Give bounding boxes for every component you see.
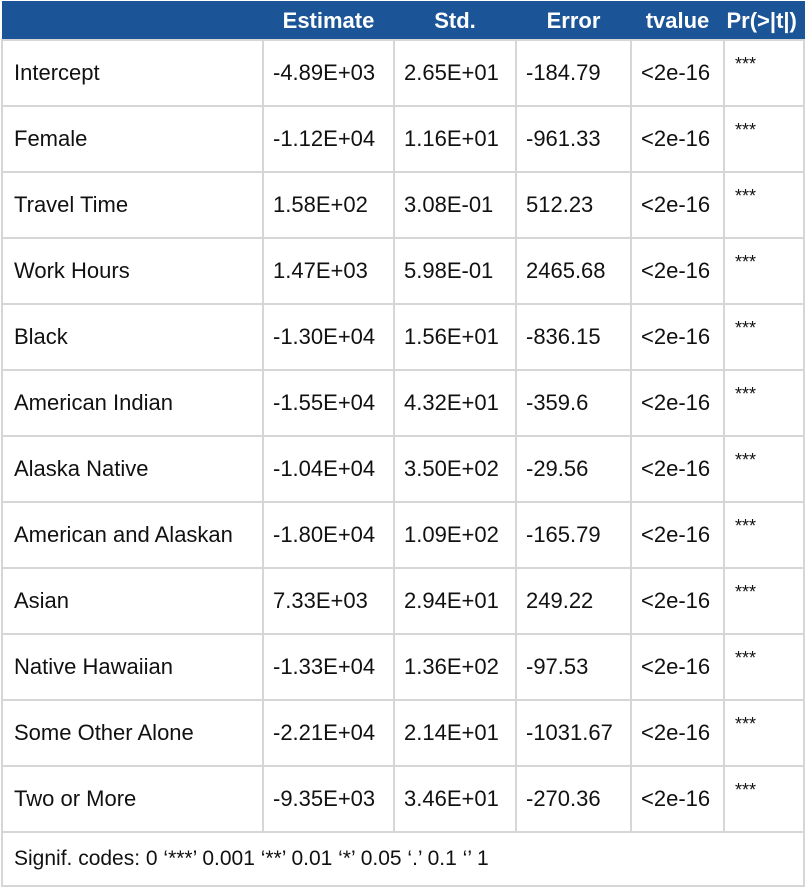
tvalue-cell: <2e-16	[630, 699, 725, 767]
error-cell: -836.15	[515, 303, 632, 371]
significance-cell: ***	[723, 171, 805, 239]
error-cell: -961.33	[515, 105, 632, 173]
estimate-cell: 1.47E+03	[262, 237, 395, 305]
estimate-cell: -1.04E+04	[262, 435, 395, 503]
estimate-cell: -1.80E+04	[262, 501, 395, 569]
variable-name: Travel Time	[1, 171, 264, 239]
significance-cell: ***	[723, 369, 805, 437]
table-row: Female -1.12E+04 1.16E+01 -961.33 <2e-16…	[1, 105, 805, 173]
error-cell: -359.6	[515, 369, 632, 437]
tvalue-cell: <2e-16	[630, 303, 725, 371]
table-row: Black -1.30E+04 1.56E+01 -836.15 <2e-16 …	[1, 303, 805, 371]
significance-cell: ***	[723, 303, 805, 371]
table-row: Native Hawaiian -1.33E+04 1.36E+02 -97.5…	[1, 633, 805, 701]
tvalue-cell: <2e-16	[630, 369, 725, 437]
std-cell: 1.16E+01	[393, 105, 517, 173]
estimate-cell: -2.21E+04	[262, 699, 395, 767]
tvalue-cell: <2e-16	[630, 765, 725, 833]
table-row: Work Hours 1.47E+03 5.98E-01 2465.68 <2e…	[1, 237, 805, 305]
variable-name: Work Hours	[1, 237, 264, 305]
tvalue-cell: <2e-16	[630, 633, 725, 701]
error-cell: -1031.67	[515, 699, 632, 767]
error-cell: -97.53	[515, 633, 632, 701]
table-row: American and Alaskan -1.80E+04 1.09E+02 …	[1, 501, 805, 569]
significance-cell: ***	[723, 237, 805, 305]
variable-name: Female	[1, 105, 264, 173]
header-tvalue: tvalue	[630, 1, 725, 41]
estimate-cell: -1.33E+04	[262, 633, 395, 701]
table-row: Intercept -4.89E+03 2.65E+01 -184.79 <2e…	[1, 39, 805, 107]
header-std: Std.	[393, 1, 517, 41]
footer-row: Signif. codes: 0 ‘***’ 0.001 ‘**’ 0.01 ‘…	[1, 831, 805, 887]
significance-cell: ***	[723, 633, 805, 701]
error-cell: -270.36	[515, 765, 632, 833]
variable-name: Two or More	[1, 765, 264, 833]
estimate-cell: 1.58E+02	[262, 171, 395, 239]
error-cell: -165.79	[515, 501, 632, 569]
variable-name: Alaska Native	[1, 435, 264, 503]
std-cell: 1.56E+01	[393, 303, 517, 371]
std-cell: 4.32E+01	[393, 369, 517, 437]
std-cell: 3.50E+02	[393, 435, 517, 503]
variable-name: Some Other Alone	[1, 699, 264, 767]
significance-cell: ***	[723, 501, 805, 569]
significance-cell: ***	[723, 765, 805, 833]
std-cell: 1.09E+02	[393, 501, 517, 569]
std-cell: 3.46E+01	[393, 765, 517, 833]
estimate-cell: -1.30E+04	[262, 303, 395, 371]
table-row: Two or More -9.35E+03 3.46E+01 -270.36 <…	[1, 765, 805, 833]
std-cell: 5.98E-01	[393, 237, 517, 305]
variable-name: Black	[1, 303, 264, 371]
variable-name: Asian	[1, 567, 264, 635]
tvalue-cell: <2e-16	[630, 105, 725, 173]
table-row: American Indian -1.55E+04 4.32E+01 -359.…	[1, 369, 805, 437]
tvalue-cell: <2e-16	[630, 237, 725, 305]
tvalue-cell: <2e-16	[630, 501, 725, 569]
error-cell: -184.79	[515, 39, 632, 107]
error-cell: -29.56	[515, 435, 632, 503]
significance-cell: ***	[723, 567, 805, 635]
table-row: Asian 7.33E+03 2.94E+01 249.22 <2e-16 **…	[1, 567, 805, 635]
variable-name: Native Hawaiian	[1, 633, 264, 701]
estimate-cell: 7.33E+03	[262, 567, 395, 635]
header-error: Error	[515, 1, 632, 41]
error-cell: 2465.68	[515, 237, 632, 305]
std-cell: 2.94E+01	[393, 567, 517, 635]
significance-cell: ***	[723, 699, 805, 767]
tvalue-cell: <2e-16	[630, 39, 725, 107]
variable-name: American and Alaskan	[1, 501, 264, 569]
tvalue-cell: <2e-16	[630, 435, 725, 503]
variable-name: American Indian	[1, 369, 264, 437]
error-cell: 512.23	[515, 171, 632, 239]
estimate-cell: -9.35E+03	[262, 765, 395, 833]
std-cell: 2.14E+01	[393, 699, 517, 767]
header-p-value: Pr(>|t|)	[723, 1, 805, 41]
variable-name: Intercept	[1, 39, 264, 107]
estimate-cell: -1.55E+04	[262, 369, 395, 437]
estimate-cell: -4.89E+03	[262, 39, 395, 107]
table-row: Alaska Native -1.04E+04 3.50E+02 -29.56 …	[1, 435, 805, 503]
header-row: Estimate Std. Error tvalue Pr(>|t|)	[1, 1, 805, 41]
table-row: Some Other Alone -2.21E+04 2.14E+01 -103…	[1, 699, 805, 767]
std-cell: 3.08E-01	[393, 171, 517, 239]
header-estimate: Estimate	[262, 1, 395, 41]
estimate-cell: -1.12E+04	[262, 105, 395, 173]
significance-cell: ***	[723, 39, 805, 107]
table-row: Travel Time 1.58E+02 3.08E-01 512.23 <2e…	[1, 171, 805, 239]
header-variable	[1, 1, 264, 41]
signif-codes-note: Signif. codes: 0 ‘***’ 0.001 ‘**’ 0.01 ‘…	[1, 831, 805, 887]
std-cell: 2.65E+01	[393, 39, 517, 107]
significance-cell: ***	[723, 105, 805, 173]
significance-cell: ***	[723, 435, 805, 503]
tvalue-cell: <2e-16	[630, 171, 725, 239]
std-cell: 1.36E+02	[393, 633, 517, 701]
tvalue-cell: <2e-16	[630, 567, 725, 635]
error-cell: 249.22	[515, 567, 632, 635]
